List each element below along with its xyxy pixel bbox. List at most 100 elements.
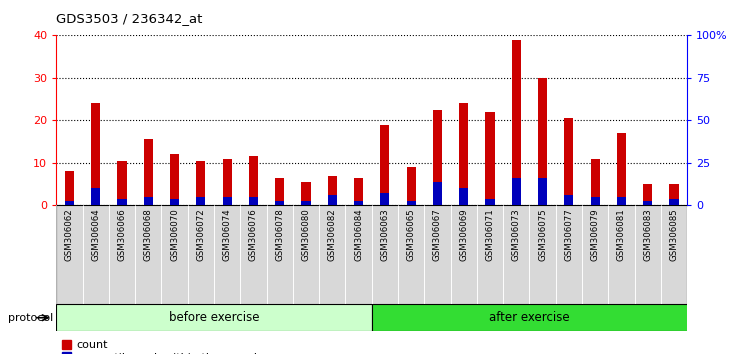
Bar bbox=[503, 205, 529, 304]
Text: GSM306074: GSM306074 bbox=[223, 208, 231, 261]
Bar bbox=[301, 182, 311, 205]
Bar bbox=[433, 182, 442, 205]
Bar bbox=[511, 40, 521, 205]
Bar bbox=[669, 199, 679, 205]
Text: GSM306075: GSM306075 bbox=[538, 208, 547, 261]
Text: GSM306069: GSM306069 bbox=[460, 208, 468, 261]
Bar bbox=[372, 304, 701, 331]
Text: GSM306071: GSM306071 bbox=[486, 208, 494, 261]
Bar bbox=[669, 184, 679, 205]
Bar bbox=[617, 133, 626, 205]
Bar bbox=[608, 205, 635, 304]
Bar bbox=[83, 205, 109, 304]
Bar bbox=[143, 139, 153, 205]
Bar bbox=[511, 178, 521, 205]
Bar bbox=[91, 103, 101, 205]
Bar bbox=[485, 112, 495, 205]
Bar bbox=[275, 201, 285, 205]
Text: GDS3503 / 236342_at: GDS3503 / 236342_at bbox=[56, 12, 203, 25]
Text: GSM306063: GSM306063 bbox=[381, 208, 389, 261]
Bar bbox=[301, 201, 311, 205]
Bar bbox=[170, 154, 179, 205]
Bar bbox=[354, 178, 363, 205]
Bar bbox=[188, 205, 214, 304]
Bar bbox=[398, 205, 424, 304]
Bar bbox=[459, 103, 469, 205]
Bar bbox=[459, 188, 469, 205]
Bar bbox=[56, 304, 372, 331]
Text: GSM306078: GSM306078 bbox=[276, 208, 284, 261]
Bar bbox=[406, 167, 416, 205]
Text: GSM306076: GSM306076 bbox=[249, 208, 258, 261]
Bar bbox=[643, 201, 653, 205]
Text: GSM306067: GSM306067 bbox=[433, 208, 442, 261]
Text: GSM306081: GSM306081 bbox=[617, 208, 626, 261]
Bar bbox=[590, 197, 600, 205]
Bar bbox=[406, 201, 416, 205]
Bar bbox=[319, 205, 345, 304]
Bar bbox=[590, 159, 600, 205]
Bar bbox=[170, 199, 179, 205]
Bar bbox=[267, 205, 293, 304]
Text: GSM306073: GSM306073 bbox=[512, 208, 520, 261]
Bar bbox=[214, 205, 240, 304]
Bar bbox=[424, 205, 451, 304]
Text: GSM306079: GSM306079 bbox=[591, 208, 599, 261]
Bar bbox=[65, 171, 74, 205]
Bar bbox=[293, 205, 319, 304]
Bar bbox=[564, 118, 574, 205]
Bar bbox=[643, 184, 653, 205]
Text: GSM306070: GSM306070 bbox=[170, 208, 179, 261]
Bar bbox=[617, 197, 626, 205]
Bar bbox=[538, 178, 547, 205]
Text: GSM306085: GSM306085 bbox=[670, 208, 678, 261]
Text: GSM306068: GSM306068 bbox=[144, 208, 152, 261]
Bar bbox=[196, 197, 206, 205]
Text: GSM306072: GSM306072 bbox=[197, 208, 205, 261]
Bar bbox=[380, 193, 390, 205]
Bar bbox=[556, 205, 582, 304]
Text: GSM306082: GSM306082 bbox=[328, 208, 336, 261]
Bar bbox=[56, 205, 83, 304]
Text: GSM306084: GSM306084 bbox=[354, 208, 363, 261]
Text: GSM306083: GSM306083 bbox=[644, 208, 652, 261]
Bar bbox=[477, 205, 503, 304]
Text: GSM306066: GSM306066 bbox=[118, 208, 126, 261]
Bar bbox=[661, 205, 687, 304]
Bar bbox=[529, 205, 556, 304]
Text: GSM306064: GSM306064 bbox=[92, 208, 100, 261]
Legend: count, percentile rank within the sample: count, percentile rank within the sample bbox=[62, 340, 264, 354]
Bar bbox=[240, 205, 267, 304]
Bar bbox=[161, 205, 188, 304]
Bar bbox=[222, 159, 232, 205]
Bar bbox=[135, 205, 161, 304]
Bar bbox=[196, 161, 206, 205]
Bar bbox=[222, 197, 232, 205]
Bar bbox=[91, 188, 101, 205]
Text: after exercise: after exercise bbox=[489, 311, 570, 324]
Bar bbox=[65, 201, 74, 205]
Bar bbox=[380, 125, 390, 205]
Text: GSM306062: GSM306062 bbox=[65, 208, 74, 261]
Bar bbox=[485, 199, 495, 205]
Text: before exercise: before exercise bbox=[169, 311, 259, 324]
Bar bbox=[372, 205, 398, 304]
Bar bbox=[635, 205, 661, 304]
Bar bbox=[582, 205, 608, 304]
Bar bbox=[564, 195, 574, 205]
Bar bbox=[275, 178, 285, 205]
Bar bbox=[433, 110, 442, 205]
Bar bbox=[451, 205, 477, 304]
Bar bbox=[327, 195, 337, 205]
Text: GSM306065: GSM306065 bbox=[407, 208, 415, 261]
Bar bbox=[249, 197, 258, 205]
Bar bbox=[327, 176, 337, 205]
Text: GSM306077: GSM306077 bbox=[565, 208, 573, 261]
Bar bbox=[109, 205, 135, 304]
Text: GSM306080: GSM306080 bbox=[302, 208, 310, 261]
Bar bbox=[117, 199, 127, 205]
Bar bbox=[249, 156, 258, 205]
Bar bbox=[143, 197, 153, 205]
Bar bbox=[345, 205, 372, 304]
Bar bbox=[538, 78, 547, 205]
